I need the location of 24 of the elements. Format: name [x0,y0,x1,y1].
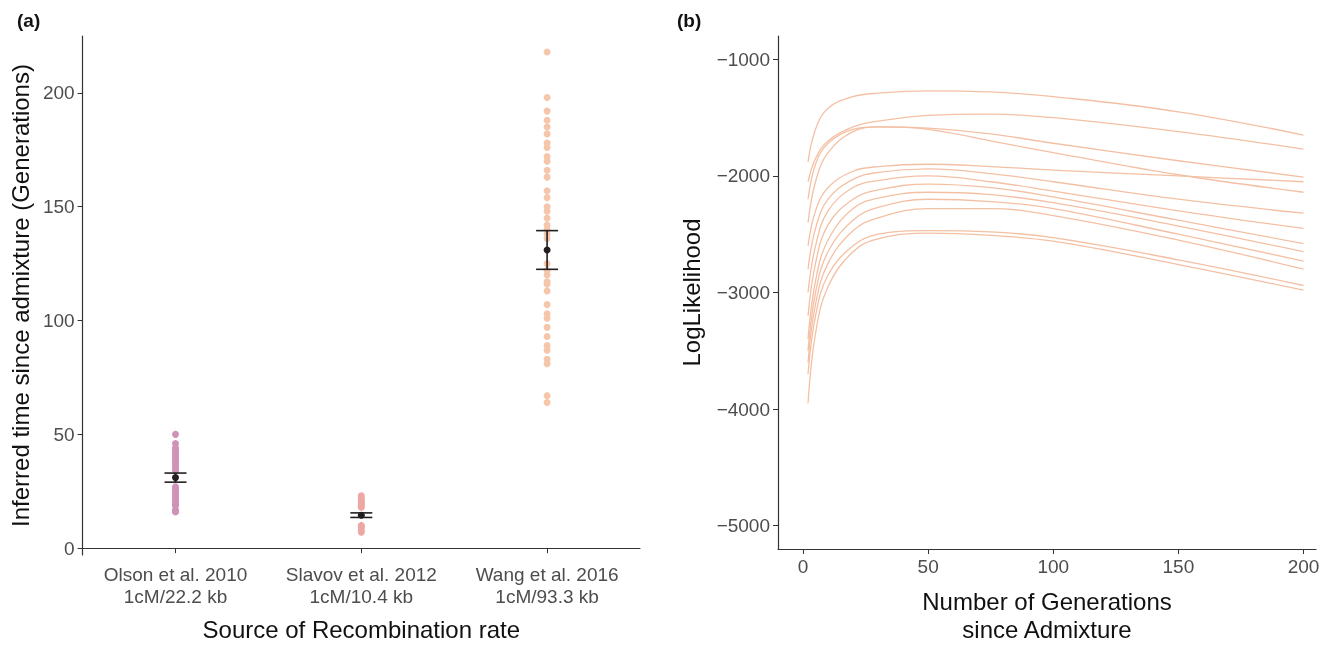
y-tick-label: −2000 [716,165,770,187]
y-tick-label: −4000 [716,398,770,420]
x-tick-label: Olson et al. 2010 1cM/22.2 kb [103,563,248,607]
y-tick-label: 50 [53,423,75,445]
x-axis-title: Number of Generations since Admixture [922,587,1172,643]
y-tick-label: 150 [42,196,75,218]
x-tick-label: 200 [1287,556,1320,577]
y-tick-label: −5000 [716,515,770,537]
y-tick-label: −3000 [716,282,770,303]
y-axis-title: Inferred time since admixture (Generations) [6,64,34,527]
y-axis-title: LogLikelihood [677,218,705,367]
x-tick-label: 150 [1162,556,1195,577]
x-tick-label: Slavov et al. 2012 1cM/10.4 kb [285,563,437,607]
y-tick-label: −1000 [716,48,770,70]
chart-title: (b) [677,10,702,31]
y-tick-label: 0 [64,537,75,559]
x-tick-label: 0 [797,556,809,577]
y-tick-label: 200 [42,82,75,104]
chart-title: (a) [17,10,41,31]
x-axis-title: Source of Recombination rate [202,615,521,643]
x-tick-label: 50 [917,556,939,577]
x-tick-label: 100 [1037,556,1070,577]
y-tick-label: 100 [42,310,75,332]
x-tick-label: Wang et al. 2016 1cM/93.3 kb [475,563,619,607]
